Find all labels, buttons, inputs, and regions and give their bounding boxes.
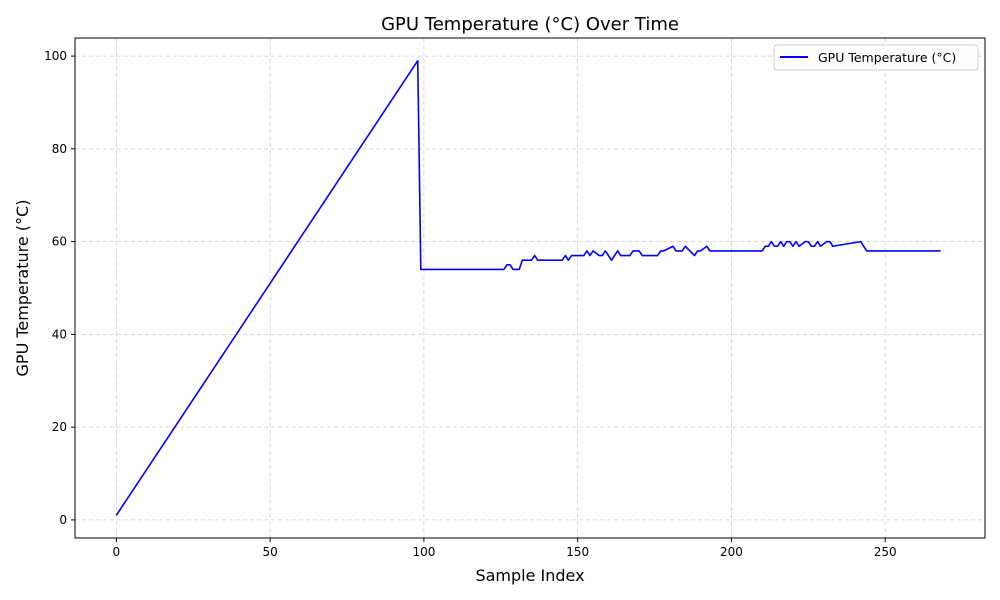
x-tick-label: 50 — [262, 545, 277, 559]
series-line — [115, 59, 941, 516]
y-tick-label: 60 — [52, 235, 67, 249]
grid — [75, 38, 985, 538]
y-tick-label: 40 — [52, 327, 67, 341]
x-tick-label: 150 — [566, 545, 589, 559]
legend-box — [773, 44, 979, 71]
chart-title: GPU Temperature (°C) Over Time — [381, 14, 679, 35]
x-tick-label: 0 — [113, 545, 121, 559]
plot-frame — [74, 37, 986, 539]
legend-label: GPU Temperature (°C) — [818, 50, 956, 65]
y-tick-label: 0 — [59, 513, 67, 527]
series-layer — [115, 59, 941, 516]
x-tick-label: 100 — [412, 545, 435, 559]
x-tick-label: 250 — [874, 545, 897, 559]
x-tick-label: 200 — [720, 545, 743, 559]
y-tick-label: 20 — [52, 420, 67, 434]
x-axis-title: Sample Index — [475, 566, 584, 585]
ticks: 0 50 100 150 200 250 0 20 40 60 80 100 — [44, 49, 897, 559]
y-axis-title: GPU Temperature (°C) — [13, 200, 32, 377]
legend: GPU Temperature (°C) — [773, 44, 979, 71]
y-tick-label: 100 — [44, 49, 67, 63]
y-tick-label: 80 — [52, 142, 67, 156]
